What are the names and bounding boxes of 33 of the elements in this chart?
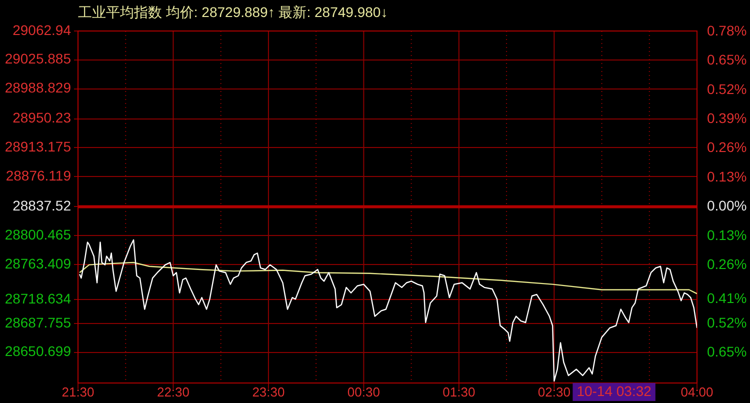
y2-tick-label: 0.26% bbox=[707, 256, 747, 272]
y2-tick-label: 0.78% bbox=[707, 22, 747, 38]
y-tick-label: 28763.409 bbox=[4, 255, 72, 272]
y-tick-label: 29062.94 bbox=[12, 22, 72, 38]
y2-tick-label: 0.41% bbox=[707, 290, 747, 306]
y-tick-label: 28913.175 bbox=[4, 138, 72, 155]
y2-tick-label: 0.65% bbox=[707, 344, 747, 360]
y-tick-label: 28988.829 bbox=[4, 80, 72, 96]
y-tick-label: 28837.52 bbox=[12, 198, 72, 214]
x-tick-label: 22:30 bbox=[156, 384, 190, 400]
x-tick-label: 00:30 bbox=[347, 384, 380, 400]
y-tick-label: 29025.885 bbox=[4, 50, 72, 67]
y2-tick-label: 0.13% bbox=[707, 168, 747, 184]
y-tick-label: 28650.699 bbox=[4, 343, 72, 360]
y2-tick-label: 0.65% bbox=[707, 52, 747, 68]
annotation: 10-14 03:32 bbox=[576, 382, 652, 399]
y-tick-label: 28876.119 bbox=[6, 167, 72, 184]
y2-tick-label: 0.26% bbox=[707, 139, 747, 156]
x-tick-label: 01:30 bbox=[442, 384, 476, 400]
x-tick-label: 23:30 bbox=[252, 384, 285, 400]
y2-tick-label: 0.00% bbox=[707, 198, 747, 214]
y2-tick-label: 0.13% bbox=[707, 226, 747, 243]
y2-tick-label: 0.52% bbox=[707, 80, 747, 97]
y2-tick-label: 0.52% bbox=[707, 314, 747, 331]
y-tick-label: 28800.465 bbox=[4, 226, 72, 242]
x-tick-label: 04:00 bbox=[680, 384, 714, 400]
x-tick-label: 02:30 bbox=[538, 384, 570, 400]
y-tick-label: 28950.23 bbox=[12, 110, 72, 126]
x-tick-label: 21:30 bbox=[62, 384, 94, 400]
y-tick-label: 28718.634 bbox=[4, 290, 72, 306]
y2-tick-label: 0.39% bbox=[707, 110, 747, 126]
chart-title: 工业平均指数 均价: 28729.889↑ 最新: 28749.980↓ bbox=[78, 4, 388, 20]
y-tick-label: 28687.755 bbox=[4, 314, 72, 330]
